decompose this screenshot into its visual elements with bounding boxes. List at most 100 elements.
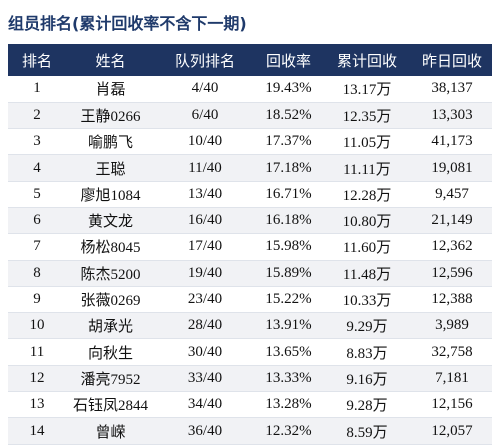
table-cell: 41,173 — [412, 128, 492, 156]
column-header: 回收率 — [255, 44, 322, 76]
table-cell: 11/40 — [155, 154, 255, 182]
table-row: 10 胡承光 28/40 13.91% 9.29万 3,989 — [8, 312, 492, 340]
table-cell: 9.29万 — [322, 312, 412, 340]
table-row: 9 张薇0269 23/40 15.22% 10.33万 12,388 — [8, 286, 492, 314]
table-cell: 12.32% — [255, 417, 322, 445]
table-cell: 12,156 — [412, 391, 492, 419]
table-row: 6 黄文龙 16/40 16.18% 10.80万 21,149 — [8, 207, 492, 235]
table-row: 12 潘亮7952 33/40 13.33% 9.16万 7,181 — [8, 365, 492, 393]
table-row: 8 陈杰5200 19/40 15.89% 11.48万 12,596 — [8, 260, 492, 287]
table-cell: 11.05万 — [322, 128, 412, 156]
table-cell: 肖磊 — [66, 76, 155, 103]
table-row: 7 杨松8045 17/40 15.98% 11.60万 12,362 — [8, 233, 492, 261]
table-cell: 12.35万 — [322, 102, 412, 130]
table-cell: 黄文龙 — [66, 207, 155, 235]
table-row: 2 王静0266 6/40 18.52% 12.35万 13,303 — [8, 102, 492, 130]
table-row: 11 向秋生 30/40 13.65% 8.83万 32,758 — [8, 338, 492, 366]
table-cell: 5 — [8, 181, 66, 208]
table-cell: 32,758 — [412, 338, 492, 366]
table-cell: 喻鹏飞 — [66, 128, 155, 156]
table-cell: 18.52% — [255, 102, 322, 130]
table-cell: 杨松8045 — [66, 233, 155, 261]
table-cell: 8.59万 — [322, 417, 412, 445]
table-cell: 4 — [8, 154, 66, 182]
table-cell: 12 — [8, 365, 66, 393]
table-cell: 王静0266 — [66, 102, 155, 130]
column-header: 排名 — [8, 44, 66, 76]
table-cell: 13.33% — [255, 365, 322, 393]
table-cell: 19/40 — [155, 260, 255, 287]
table-cell: 13.28% — [255, 391, 322, 419]
table-cell: 7,181 — [412, 365, 492, 393]
table-cell: 10/40 — [155, 128, 255, 156]
table-cell: 15.98% — [255, 233, 322, 261]
table-cell: 10 — [8, 312, 66, 340]
table-cell: 石钰凤2844 — [66, 391, 155, 419]
table-cell: 21,149 — [412, 207, 492, 235]
table-cell: 11.60万 — [322, 233, 412, 261]
table-cell: 3 — [8, 128, 66, 156]
table-cell: 9.16万 — [322, 365, 412, 393]
table-cell: 1 — [8, 76, 66, 103]
table-cell: 13,303 — [412, 102, 492, 130]
table-cell: 7 — [8, 233, 66, 261]
table-cell: 36/40 — [155, 417, 255, 445]
table-cell: 8.83万 — [322, 338, 412, 366]
table-row: 5 廖旭1084 13/40 16.71% 12.28万 9,457 — [8, 181, 492, 208]
column-header: 姓名 — [66, 44, 155, 76]
header-row: 排名 姓名 队列排名 回收率 累计回收 昨日回收 — [8, 44, 492, 76]
table-cell: 14 — [8, 417, 66, 445]
table-cell: 28/40 — [155, 312, 255, 340]
table-cell: 13.91% — [255, 312, 322, 340]
table-cell: 8 — [8, 260, 66, 287]
table-cell: 12,388 — [412, 286, 492, 314]
table-cell: 11 — [8, 338, 66, 366]
table-cell: 13 — [8, 391, 66, 419]
table-cell: 23/40 — [155, 286, 255, 314]
table-cell: 胡承光 — [66, 312, 155, 340]
table-cell: 17/40 — [155, 233, 255, 261]
column-header: 队列排名 — [155, 44, 255, 76]
ranking-table: 排名 姓名 队列排名 回收率 累计回收 昨日回收 1 肖磊 4/40 19.43% 13.17万 3… — [8, 44, 492, 445]
table-cell: 16.18% — [255, 207, 322, 235]
table-row: 13 石钰凤2844 34/40 13.28% 9.28万 12,156 — [8, 391, 492, 419]
table-cell: 15.89% — [255, 260, 322, 287]
table-cell: 15.22% — [255, 286, 322, 314]
table-cell: 潘亮7952 — [66, 365, 155, 393]
table-cell: 王聪 — [66, 154, 155, 182]
table-cell: 10.80万 — [322, 207, 412, 235]
table-row: 4 王聪 11/40 17.18% 11.11万 19,081 — [8, 154, 492, 182]
table-cell: 17.37% — [255, 128, 322, 156]
column-header: 昨日回收 — [412, 44, 492, 76]
table-cell: 10.33万 — [322, 286, 412, 314]
table-cell: 6 — [8, 207, 66, 235]
table-cell: 30/40 — [155, 338, 255, 366]
table-cell: 34/40 — [155, 391, 255, 419]
table-cell: 3,989 — [412, 312, 492, 340]
table-cell: 11.48万 — [322, 260, 412, 287]
table-cell: 13.65% — [255, 338, 322, 366]
table-cell: 6/40 — [155, 102, 255, 130]
table-row: 1 肖磊 4/40 19.43% 13.17万 38,137 — [8, 76, 492, 103]
table-cell: 9.28万 — [322, 391, 412, 419]
table-cell: 16/40 — [155, 207, 255, 235]
table-row: 14 曾嵘 36/40 12.32% 8.59万 12,057 — [8, 417, 492, 445]
table-row: 3 喻鹏飞 10/40 17.37% 11.05万 41,173 — [8, 128, 492, 156]
table-cell: 16.71% — [255, 181, 322, 208]
table-cell: 38,137 — [412, 76, 492, 103]
table-cell: 向秋生 — [66, 338, 155, 366]
table-cell: 19,081 — [412, 154, 492, 182]
table-cell: 19.43% — [255, 76, 322, 103]
table-cell: 13/40 — [155, 181, 255, 208]
table-cell: 33/40 — [155, 365, 255, 393]
table-title: 组员排名(累计回收率不含下一期) — [8, 14, 247, 33]
table-cell: 13.17万 — [322, 76, 412, 103]
table-cell: 张薇0269 — [66, 286, 155, 314]
table-cell: 9 — [8, 286, 66, 314]
table-cell: 12.28万 — [322, 181, 412, 208]
table-cell: 12,057 — [412, 417, 492, 445]
table-cell: 17.18% — [255, 154, 322, 182]
table-cell: 12,596 — [412, 260, 492, 287]
table-cell: 2 — [8, 102, 66, 130]
